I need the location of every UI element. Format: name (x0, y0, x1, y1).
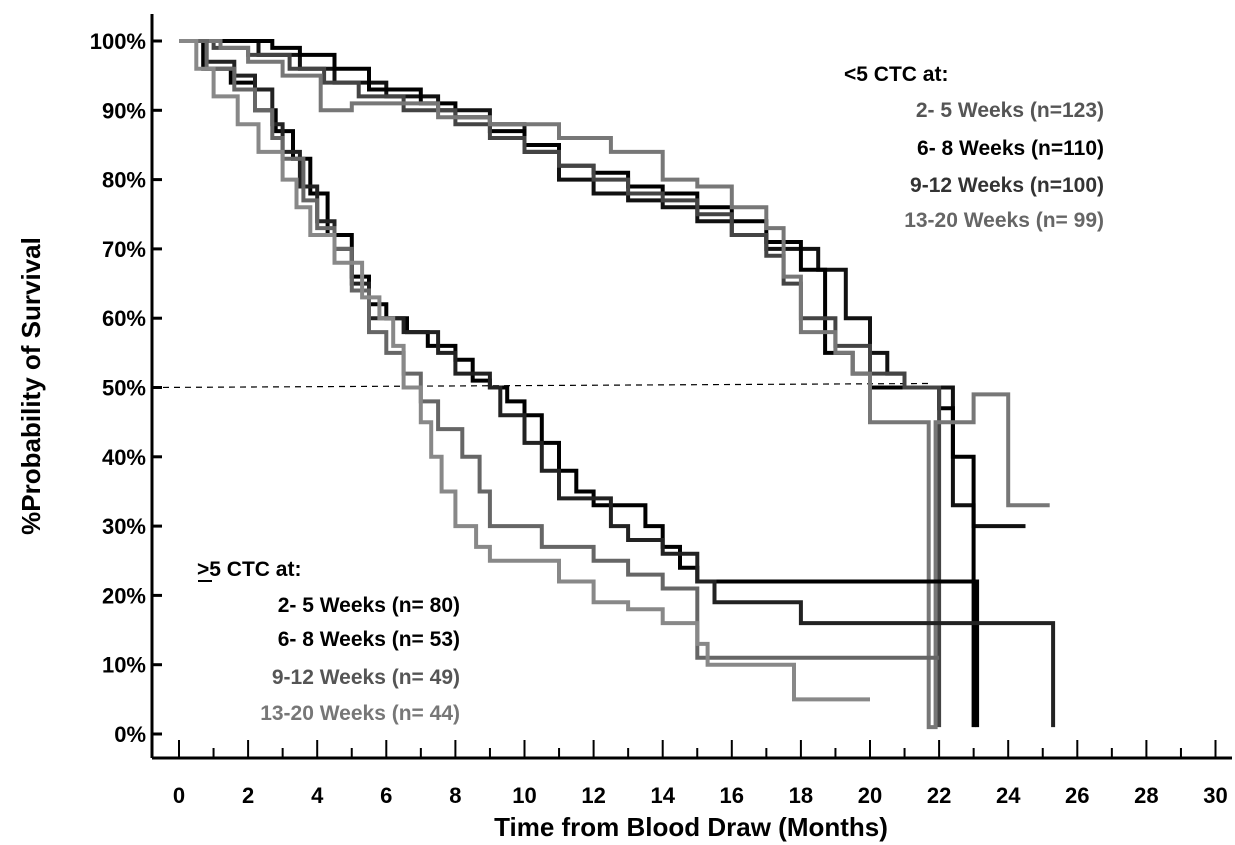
y-tick-label: 20% (102, 583, 146, 608)
y-tick-label: 10% (102, 653, 146, 678)
y-tick-label: 30% (102, 514, 146, 539)
x-tick-label: 26 (1065, 783, 1089, 808)
survival-curve-high-ctc (179, 39, 980, 728)
y-axis-title: %Probability of Survival (16, 237, 46, 535)
x-axis-title: Time from Blood Draw (Months) (494, 812, 888, 842)
legend-low-title: <5 CTC at: (844, 63, 948, 86)
x-tick-label: 16 (720, 783, 744, 808)
legend-low-entry: 6- 8 Weeks (n=110) (917, 137, 1104, 160)
y-tick-label: 70% (102, 237, 146, 262)
x-tick-label: 18 (789, 783, 813, 808)
legend-low-entry: 13-20 Weeks (n= 99) (904, 209, 1104, 232)
y-tick-label: 80% (102, 168, 146, 193)
y-tick-label: 50% (102, 376, 146, 401)
survival-curve-low-ctc (179, 39, 942, 728)
x-tick-label: 24 (996, 783, 1021, 808)
x-tick-label: 12 (581, 783, 605, 808)
survival-curve-high-ctc (179, 39, 1056, 728)
x-tick-label: 14 (650, 783, 675, 808)
legend-high-title: >5 CTC at: (197, 558, 301, 581)
survival-curve-low-ctc (179, 39, 1026, 529)
median-reference-line-group (151, 382, 929, 389)
x-tick-label: 0 (173, 783, 185, 808)
legend-high-ctc: >5 CTC at: 2- 5 Weeks (n= 80) 6- 8 Weeks… (197, 558, 460, 725)
x-tick-label: 8 (449, 783, 461, 808)
legend-low-entry: 2- 5 Weeks (n=123) (916, 99, 1104, 122)
x-tick-label: 22 (927, 783, 951, 808)
series-group (179, 39, 1056, 730)
legend-low-ctc: <5 CTC at: 2- 5 Weeks (n=123) 6- 8 Weeks… (844, 63, 1104, 232)
y-tick-label: 100% (90, 29, 146, 54)
x-tick-label: 20 (858, 783, 882, 808)
ticks-group: 0%10%20%30%40%50%60%70%80%90%100%0 2 4 6 8 10… (90, 29, 1228, 808)
x-tick-label: 10 (512, 783, 536, 808)
x-tick-label: 6 (380, 783, 392, 808)
median-reference-line (151, 382, 929, 389)
x-tick-label: 30 (1203, 783, 1227, 808)
legend-high-entry: 9-12 Weeks (n= 49) (272, 666, 460, 689)
y-tick-label: 60% (102, 306, 146, 331)
legend-high-entry: 13-20 Weeks (n= 44) (260, 702, 460, 725)
survival-curve-low-ctc (179, 39, 1050, 730)
legend-high-entry: 6- 8 Weeks (n= 53) (278, 628, 460, 651)
x-tick-label: 28 (1134, 783, 1158, 808)
survival-curve-high-ctc (179, 39, 870, 702)
y-tick-label: 40% (102, 445, 146, 470)
x-tick-label: 4 (311, 783, 324, 808)
legend-low-entry: 9-12 Weeks (n=100) (910, 174, 1104, 197)
y-tick-label: 0% (114, 722, 146, 747)
x-tick-label: 2 (242, 783, 254, 808)
y-tick-label: 90% (102, 98, 146, 123)
legend-high-entry: 2- 5 Weeks (n= 80) (278, 594, 460, 617)
